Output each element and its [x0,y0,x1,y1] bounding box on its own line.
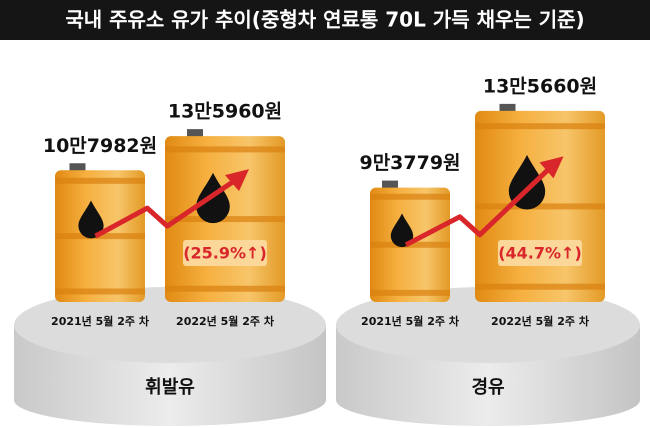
annotation: (44.7%↑) [498,244,582,263]
value-label: 9만3779원 [359,152,460,174]
barrel-ring [475,123,605,130]
barrel-ring [55,177,145,184]
group-label: 경유 [471,377,504,398]
barrel-ring [370,289,450,296]
barrel-lid [187,129,203,138]
value-label: 13만5660원 [483,75,597,97]
barrel-ring [370,193,450,200]
category-label: 2021년 5월 2주 차 [361,314,460,328]
annotation: (25.9%↑) [183,244,267,263]
barrel-lid [382,180,398,189]
arrow-head [225,169,249,192]
pedestal-top [14,287,326,363]
pedestals [14,287,640,426]
drop-icon [78,200,104,239]
barrel-ring [55,288,145,295]
value-label: 10만7982원 [43,135,157,157]
arrow-head [539,156,564,179]
barrel-ring [475,283,605,290]
category-label: 2022년 5월 2주 차 [491,314,590,328]
barrel-ring [165,216,285,223]
category-label: 2021년 5월 2주 차 [51,314,150,328]
title: 국내 주유소 유가 추이(중형차 연료통 70L 가득 채우는 기준) [65,8,584,32]
group-label: 휘발유 [145,376,195,398]
trend-arrow [404,164,554,248]
pedestal-top [336,287,640,363]
drop-icon [390,213,414,248]
annotation-box [498,240,582,266]
barrel-ring [165,146,285,153]
barrel-lid [69,163,86,172]
trend-arrow [94,176,239,239]
category-label: 2022년 5월 2주 차 [176,314,275,328]
annotation-box [183,240,267,266]
barrel-ring [165,285,285,292]
value-label: 13만5960원 [168,101,282,123]
title-bar [0,0,650,40]
barrel-lid [499,103,516,112]
barrel-ring [475,203,605,210]
